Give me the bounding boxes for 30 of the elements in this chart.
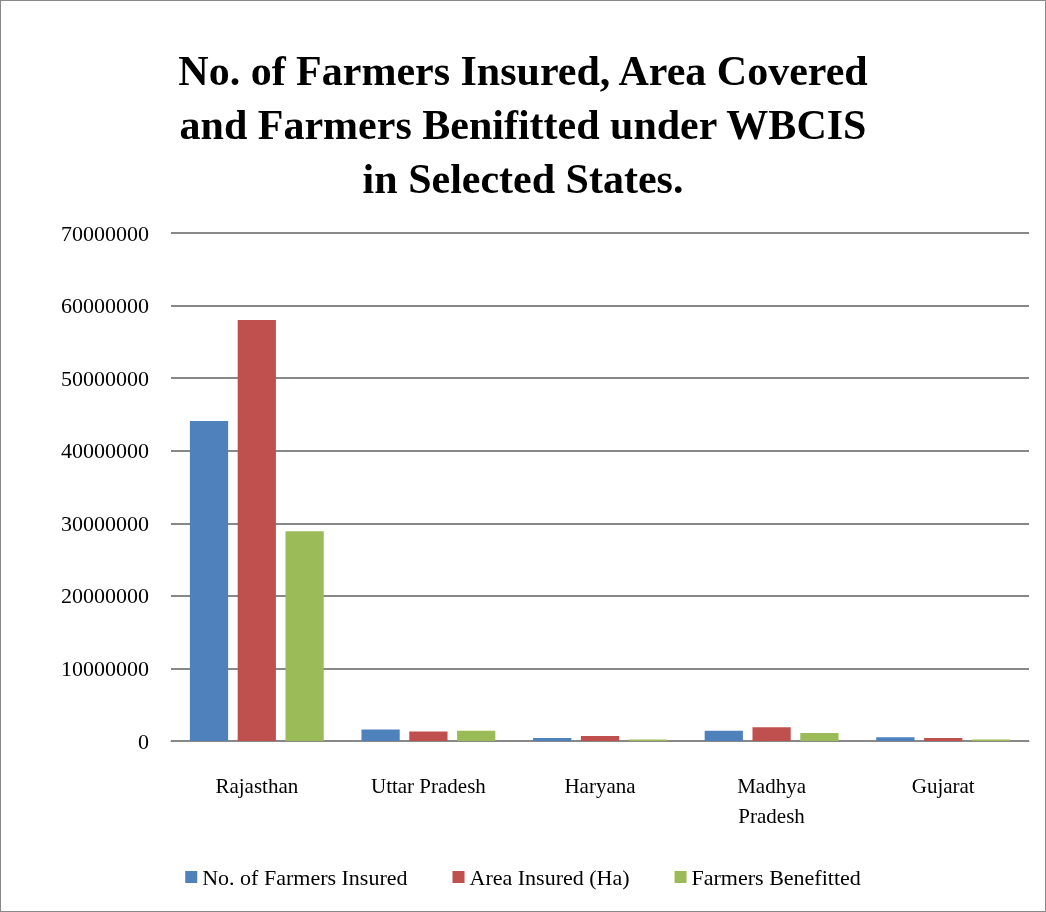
y-tick-label: 60000000 (61, 293, 149, 319)
bar (580, 735, 620, 741)
bar (189, 420, 229, 741)
x-tick-label: Haryana (564, 774, 637, 798)
chart-title: No. of Farmers Insured, Area Covered and Farmers Benifitted under WBCIS in Selected States. (178, 48, 868, 202)
legend-label: Area Insured (Ha) (469, 864, 630, 890)
bar (533, 738, 572, 741)
y-tick-label: 50000000 (61, 365, 149, 391)
x-tick-label: Gujarat (911, 774, 975, 798)
bar (361, 729, 400, 741)
y-tick-label: 70000000 (61, 220, 149, 246)
bar (704, 730, 743, 741)
bar (409, 731, 448, 741)
legend-label: No. of Farmers Insured (202, 864, 408, 890)
y-tick-label: 10000000 (61, 655, 149, 681)
x-tick-label: Rajasthan (215, 774, 299, 798)
bar (457, 730, 496, 741)
x-tick-label: Madhya Pradesh (737, 774, 807, 828)
legend-label: Farmers Benefitted (691, 864, 861, 890)
bar (285, 531, 324, 741)
bar (237, 320, 276, 741)
y-tick-label: 20000000 (61, 583, 149, 609)
bar (876, 737, 915, 741)
y-tick-label: 30000000 (61, 510, 149, 536)
bar (752, 727, 791, 741)
bar (800, 733, 839, 741)
x-tick-label: Uttar Pradesh (370, 774, 487, 798)
y-tick-label: 40000000 (61, 438, 149, 464)
bar (924, 738, 963, 741)
y-tick-label: 0 (138, 728, 149, 754)
